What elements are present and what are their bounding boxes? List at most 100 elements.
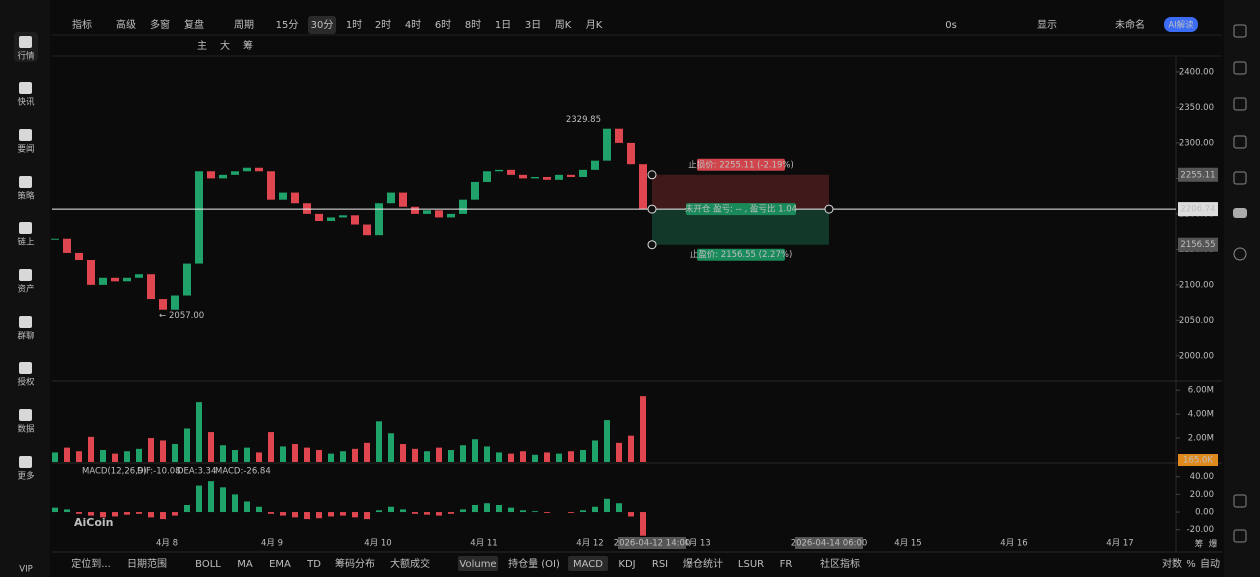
bottom-button[interactable]: RSI <box>652 559 668 570</box>
macd-bar <box>472 504 478 513</box>
bottom-button[interactable]: KDJ <box>618 559 635 570</box>
volume-bar <box>460 445 466 462</box>
candle <box>327 217 335 221</box>
bottom-button[interactable]: 大额成交 <box>390 557 430 570</box>
nav-label[interactable]: 要闻 <box>17 145 34 155</box>
candle <box>279 192 287 200</box>
toolbar-item[interactable]: 复盘 <box>184 18 204 31</box>
display-toggle[interactable]: 显示 <box>1037 19 1057 31</box>
candle <box>231 171 239 175</box>
nav-label[interactable]: 策略 <box>17 191 35 202</box>
icon[interactable] <box>1233 208 1247 218</box>
handle[interactable] <box>647 240 657 250</box>
candle <box>111 277 119 282</box>
nav-icon[interactable] <box>19 316 32 328</box>
toolbar-period[interactable]: 周期 <box>234 19 254 31</box>
bottom-button[interactable]: EMA <box>269 559 291 570</box>
icon[interactable] <box>1233 97 1247 111</box>
bottom-button[interactable]: 社区指标 <box>820 557 860 570</box>
volume-bar <box>220 445 226 462</box>
drawing-tool[interactable]: 筹 <box>243 39 253 52</box>
nav-icon[interactable] <box>19 82 32 94</box>
icon[interactable] <box>1233 135 1247 149</box>
candle <box>255 167 263 172</box>
drawing-tool[interactable]: 主 <box>197 40 207 52</box>
nav-label[interactable]: 资产 <box>17 284 34 295</box>
ai-button[interactable]: AI解读 <box>1168 20 1194 31</box>
bottom-button[interactable]: 定位到... <box>71 557 111 570</box>
nav-icon[interactable] <box>19 362 32 374</box>
icon[interactable] <box>1233 171 1247 185</box>
icon[interactable] <box>1233 247 1247 261</box>
bottom-button[interactable]: % <box>1186 559 1196 570</box>
icon[interactable] <box>1233 529 1247 543</box>
period-button[interactable]: 8时 <box>465 19 481 31</box>
nav-label[interactable]: 更多 <box>17 471 35 482</box>
nav-label[interactable]: 授权 <box>17 377 35 388</box>
period-button[interactable]: 1时 <box>346 19 362 31</box>
bottom-button[interactable]: MACD <box>573 559 603 570</box>
bottom-button[interactable]: 对数 <box>1162 557 1182 570</box>
volume-bar <box>268 432 274 462</box>
nav-icon[interactable] <box>19 269 32 281</box>
handle[interactable] <box>647 204 657 214</box>
bottom-button[interactable]: Volume <box>459 559 496 570</box>
icon[interactable] <box>1233 61 1247 75</box>
macd-bar <box>568 512 574 513</box>
axis-button[interactable]: 爆 <box>1209 539 1218 550</box>
layout-name[interactable]: 未命名 <box>1115 18 1145 31</box>
toolbar-item[interactable]: 指标 <box>72 18 92 31</box>
period-button[interactable]: 1日 <box>495 20 511 31</box>
nav-label[interactable]: 群聊 <box>17 331 34 342</box>
bottom-button[interactable]: TD <box>306 559 321 570</box>
bottom-button[interactable]: 自动 <box>1200 557 1220 570</box>
bottom-button[interactable]: 筹码分布 <box>335 557 375 570</box>
volume-bar <box>616 442 622 462</box>
volume-bar <box>376 421 382 462</box>
axis-button[interactable]: 筹 <box>1195 539 1204 550</box>
bottom-button[interactable]: FR <box>780 559 793 570</box>
macd-bar <box>364 512 370 520</box>
macd-bar <box>148 512 154 518</box>
ai-button-bg[interactable] <box>1164 17 1198 32</box>
volume-bar <box>208 432 214 462</box>
bottom-button[interactable]: 持仓量 (OI) <box>508 557 560 570</box>
volume-bar <box>448 450 454 462</box>
nav-icon[interactable] <box>19 129 32 141</box>
nav-label[interactable]: 链上 <box>17 237 35 248</box>
nav-label[interactable]: 行情 <box>17 51 35 62</box>
bottom-button[interactable]: BOLL <box>195 559 221 570</box>
nav-icon[interactable] <box>19 409 32 421</box>
toolbar-item[interactable]: 多窗 <box>150 18 170 31</box>
macd-bar <box>256 506 262 513</box>
nav-label[interactable]: 数据 <box>17 424 35 435</box>
period-button[interactable]: 周K <box>555 19 572 31</box>
nav-icon[interactable] <box>19 222 32 234</box>
bottom-button[interactable]: 爆仓统计 <box>683 557 723 570</box>
drawing-tool[interactable]: 大 <box>220 39 230 52</box>
candle <box>495 169 503 172</box>
handle[interactable] <box>824 204 834 214</box>
nav-label[interactable]: 快讯 <box>17 97 35 108</box>
nav-label[interactable]: VIP <box>19 565 32 575</box>
volume-bar <box>304 447 310 462</box>
candle <box>627 142 635 165</box>
period-button[interactable]: 15分 <box>276 19 299 31</box>
handle[interactable] <box>647 170 657 180</box>
bottom-button[interactable]: MA <box>237 559 253 570</box>
period-button[interactable]: 3日 <box>525 20 541 31</box>
icon[interactable] <box>1233 24 1247 38</box>
period-button[interactable]: 4时 <box>405 19 421 31</box>
bottom-button[interactable]: LSUR <box>738 559 764 570</box>
period-button[interactable]: 月K <box>586 19 603 31</box>
period-button[interactable]: 2时 <box>375 19 391 31</box>
bottom-button[interactable]: 日期范围 <box>127 557 167 570</box>
period-button[interactable]: 6时 <box>435 19 451 31</box>
icon[interactable] <box>1233 494 1247 508</box>
nav-icon[interactable] <box>19 456 32 468</box>
nav-icon[interactable] <box>19 36 32 48</box>
period-button[interactable]: 30分 <box>311 19 334 31</box>
nav-icon[interactable] <box>19 176 32 188</box>
toolbar-item[interactable]: 高级 <box>116 18 136 31</box>
